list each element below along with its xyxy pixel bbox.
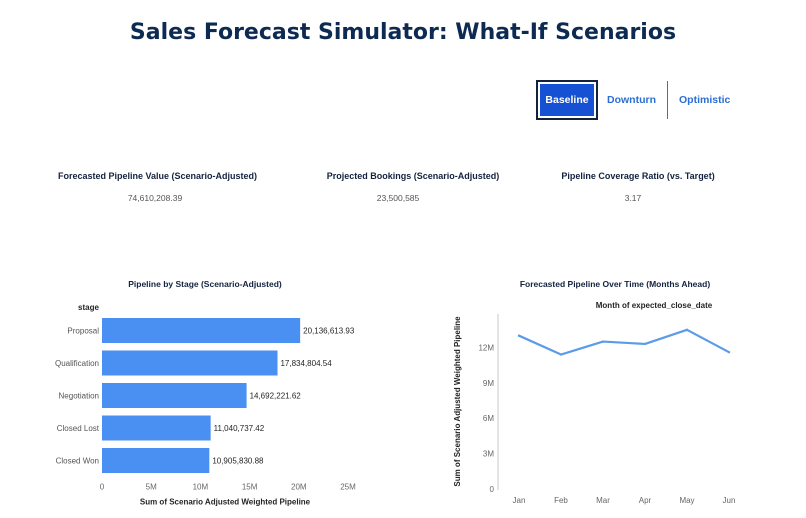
- x-tick-label: May: [679, 496, 694, 505]
- line-point: [559, 353, 563, 356]
- bar-proposal: [102, 318, 301, 343]
- line-point: [601, 340, 605, 343]
- line-point: [517, 334, 521, 337]
- y-tick-label: 0: [490, 485, 495, 494]
- scenario-baseline-button[interactable]: Baseline: [536, 80, 598, 120]
- bar-data-label: 20,136,613.93: [303, 327, 355, 336]
- bar-qualification: [102, 350, 278, 376]
- stage-label: Closed Won: [56, 457, 99, 466]
- y-tick-label: 12M: [478, 343, 494, 352]
- bar-data-label: 17,834,804.54: [280, 359, 332, 368]
- bar-data-label: 10,905,830.88: [212, 457, 264, 466]
- x-tick-label: Apr: [639, 496, 652, 505]
- stage-label: Proposal: [67, 327, 99, 336]
- x-tick-label: Jan: [513, 496, 526, 505]
- bar-data-label: 14,692,221.62: [250, 392, 302, 401]
- pipeline-by-stage-chart: stage Proposal 20,136,613.93 Qualification 1…: [55, 303, 356, 507]
- y-tick-label: 6M: [483, 414, 494, 423]
- y-tick-label: 3M: [483, 450, 494, 459]
- x-tick-label: 0: [100, 483, 105, 492]
- stage-axis-header: stage: [78, 303, 99, 312]
- y-tick-label: 9M: [483, 379, 494, 388]
- line-point: [643, 342, 647, 346]
- bar-closed-lost: [102, 415, 211, 441]
- line-chart-title: Forecasted Pipeline Over Time (Months Ah…: [519, 279, 711, 289]
- page-title: Sales Forecast Simulator: What-If Scenar…: [129, 20, 677, 45]
- x-tick-label: Feb: [554, 496, 568, 505]
- x-tick-label: 5M: [146, 483, 157, 492]
- bar-data-label: 11,040,737.42: [214, 424, 265, 433]
- x-tick-label: 20M: [291, 483, 307, 492]
- x-tick-label: 25M: [340, 483, 356, 492]
- stage-label: Qualification: [55, 359, 99, 368]
- bar-closed-won: [102, 448, 210, 473]
- kpi-projected-bookings-label: Projected Bookings (Scenario-Adjusted): [326, 171, 500, 181]
- line-point: [685, 328, 689, 331]
- kpi-pipeline-value-label: Forecasted Pipeline Value (Scenario-Adju…: [57, 171, 258, 181]
- line-point: [727, 351, 731, 354]
- stage-label: Negotiation: [59, 392, 99, 401]
- x-axis-title: Sum of Scenario Adjusted Weighted Pipeli…: [140, 498, 311, 507]
- bar-chart-title: Pipeline by Stage (Scenario-Adjusted): [128, 279, 282, 289]
- stage-label: Closed Lost: [57, 424, 100, 433]
- bar-negotiation: [102, 383, 247, 408]
- series-line: [518, 328, 730, 356]
- pipeline-over-time-chart: Month of expected_close_date 0 3M 6M 9M 12M Ja…: [453, 301, 736, 505]
- kpi-projected-bookings: 23,500,585: [376, 193, 420, 203]
- line-chart-subtitle: Month of expected_close_date: [596, 301, 713, 310]
- scenario-divider: [667, 81, 668, 119]
- x-tick-label: 10M: [193, 483, 209, 492]
- kpi-coverage-ratio: 3.17: [624, 193, 642, 203]
- scenario-downturn-button[interactable]: Downturn: [607, 94, 656, 106]
- x-tick-label: 15M: [242, 483, 258, 492]
- scenario-selector: Baseline Downturn Optimistic: [536, 80, 741, 122]
- kpi-pipeline-value: 74,610,208.39: [127, 193, 183, 203]
- x-tick-label: Jun: [723, 496, 736, 505]
- scenario-optimistic-button[interactable]: Optimistic: [679, 94, 731, 106]
- x-tick-label: Mar: [596, 496, 610, 505]
- y-axis-title: Sum of Scenario Adjusted Weighted Pipeli…: [453, 316, 462, 487]
- kpi-coverage-ratio-label: Pipeline Coverage Ratio (vs. Target): [561, 171, 715, 181]
